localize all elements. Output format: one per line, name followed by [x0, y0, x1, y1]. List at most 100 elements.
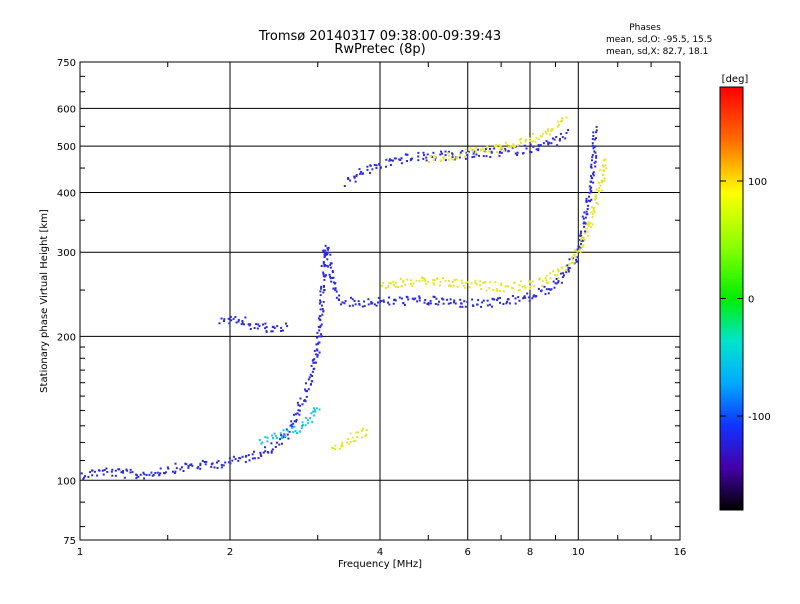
data-point: [565, 271, 568, 274]
data-point: [367, 298, 370, 301]
data-point: [375, 304, 378, 307]
data-point: [361, 429, 363, 432]
data-point: [489, 147, 491, 150]
data-point: [352, 440, 355, 443]
data-point: [459, 298, 462, 301]
data-point: [587, 224, 590, 227]
data-point: [488, 150, 491, 153]
data-point: [350, 296, 352, 299]
data-point: [580, 235, 582, 237]
data-point: [580, 236, 583, 239]
data-point: [499, 296, 501, 299]
data-point: [444, 159, 447, 162]
data-point: [371, 168, 374, 171]
data-point: [249, 328, 252, 330]
data-point: [537, 149, 540, 152]
data-point: [575, 258, 578, 261]
data-point: [495, 288, 498, 291]
data-point: [326, 253, 329, 255]
data-point: [471, 156, 474, 159]
data-point: [513, 281, 516, 284]
data-point: [594, 160, 597, 163]
data-point: [163, 472, 166, 475]
data-point: [498, 154, 501, 157]
data-point: [499, 147, 502, 150]
data-point: [240, 323, 243, 326]
data-point: [485, 289, 488, 292]
data-point: [143, 473, 146, 476]
data-point: [341, 444, 344, 447]
data-point: [434, 303, 437, 305]
data-point: [580, 238, 582, 241]
data-point: [547, 130, 550, 132]
data-point: [357, 431, 360, 434]
data-point: [290, 423, 293, 426]
data-point: [366, 168, 369, 171]
y-tick-label: 200: [57, 332, 76, 343]
data-point: [264, 450, 267, 453]
data-point: [197, 466, 200, 469]
data-point: [466, 300, 469, 303]
data-point: [387, 301, 389, 304]
data-point: [599, 168, 602, 171]
data-point: [370, 302, 373, 305]
data-point: [417, 151, 420, 154]
data-point: [375, 167, 378, 169]
data-point: [451, 156, 454, 158]
data-point: [539, 144, 542, 147]
data-point: [447, 154, 450, 157]
data-point: [529, 285, 532, 288]
data-point: [145, 474, 148, 476]
data-point: [545, 140, 548, 143]
data-point: [465, 151, 468, 154]
data-point: [429, 155, 432, 157]
data-point: [286, 429, 289, 432]
data-point: [507, 150, 510, 153]
data-point: [365, 433, 368, 436]
data-point: [326, 258, 329, 261]
data-point: [494, 281, 497, 284]
data-point: [423, 301, 426, 304]
data-point: [466, 154, 469, 157]
data-point: [597, 189, 600, 192]
data-point: [348, 304, 351, 307]
data-point: [406, 278, 409, 281]
data-point: [313, 367, 316, 370]
data-point: [322, 291, 325, 294]
data-point: [327, 246, 330, 249]
data-point: [433, 158, 436, 161]
data-point: [243, 323, 245, 326]
data-point: [301, 421, 304, 424]
data-point: [471, 304, 474, 307]
data-point: [453, 158, 456, 161]
data-point: [288, 430, 291, 433]
data-point: [553, 138, 556, 141]
data-point: [579, 242, 582, 245]
data-point: [543, 285, 546, 288]
data-point: [602, 174, 605, 177]
data-point: [247, 323, 250, 326]
data-point: [567, 268, 570, 271]
data-point: [535, 295, 538, 297]
data-point: [210, 465, 213, 468]
data-point: [544, 130, 547, 133]
data-point: [354, 180, 357, 183]
chart-title: Tromsø 20140317 09:38:00-09:39:43: [258, 29, 501, 44]
data-point: [262, 323, 264, 326]
data-point: [101, 469, 104, 472]
data-point: [324, 274, 327, 277]
data-point: [449, 302, 452, 305]
data-point: [460, 279, 463, 282]
x-tick-label: 16: [674, 547, 687, 558]
data-point: [103, 469, 106, 471]
data-point: [571, 256, 573, 259]
data-point: [174, 462, 177, 465]
data-point: [591, 144, 594, 147]
data-point: [241, 321, 244, 324]
data-point: [583, 211, 586, 214]
data-point: [394, 299, 397, 302]
data-point: [462, 284, 465, 287]
data-point: [519, 141, 522, 144]
y-tick-label: 75: [63, 536, 76, 547]
data-point: [464, 157, 467, 160]
